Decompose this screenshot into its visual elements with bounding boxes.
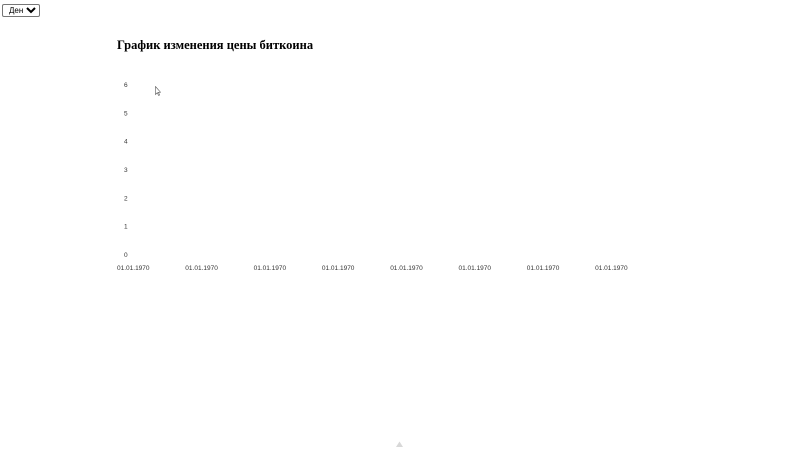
y-tick-label: 2 (124, 195, 128, 202)
period-select[interactable]: День (2, 4, 40, 17)
x-tick-label: 01.01.1970 (459, 265, 492, 272)
x-tick-label: 01.01.1970 (390, 265, 423, 272)
x-tick-label: 01.01.1970 (322, 265, 355, 272)
x-tick-label: 01.01.1970 (527, 265, 560, 272)
y-tick-label: 0 (124, 252, 128, 259)
x-tick-label: 01.01.1970 (185, 265, 218, 272)
chart-title: График изменения цены биткоина (117, 38, 314, 52)
y-tick-label: 6 (124, 82, 128, 89)
x-tick-label: 01.01.1970 (595, 265, 628, 272)
x-tick-label: 01.01.1970 (117, 265, 150, 272)
y-tick-label: 4 (124, 139, 128, 146)
loading-indicator-icon (396, 441, 403, 447)
mouse-pointer-icon (155, 86, 161, 96)
y-tick-label: 5 (124, 110, 128, 117)
x-tick-label: 01.01.1970 (254, 265, 287, 272)
y-tick-label: 3 (124, 167, 128, 174)
y-tick-label: 1 (124, 224, 128, 231)
